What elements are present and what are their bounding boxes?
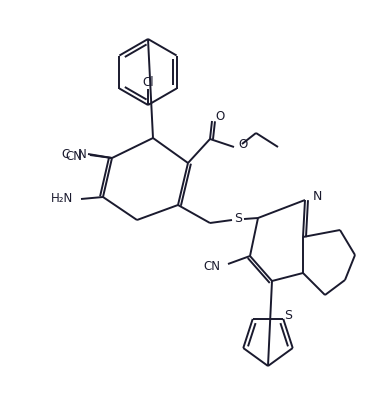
- Text: H₂N: H₂N: [51, 192, 73, 205]
- Text: C: C: [62, 147, 70, 160]
- Text: O: O: [215, 109, 224, 122]
- Text: S: S: [234, 213, 242, 226]
- Text: N: N: [313, 190, 322, 203]
- Text: Cl: Cl: [142, 77, 154, 90]
- Text: N: N: [78, 147, 87, 160]
- Text: CN: CN: [203, 260, 220, 273]
- Text: CN: CN: [65, 149, 82, 162]
- Text: O: O: [238, 139, 247, 151]
- Text: S: S: [284, 309, 292, 322]
